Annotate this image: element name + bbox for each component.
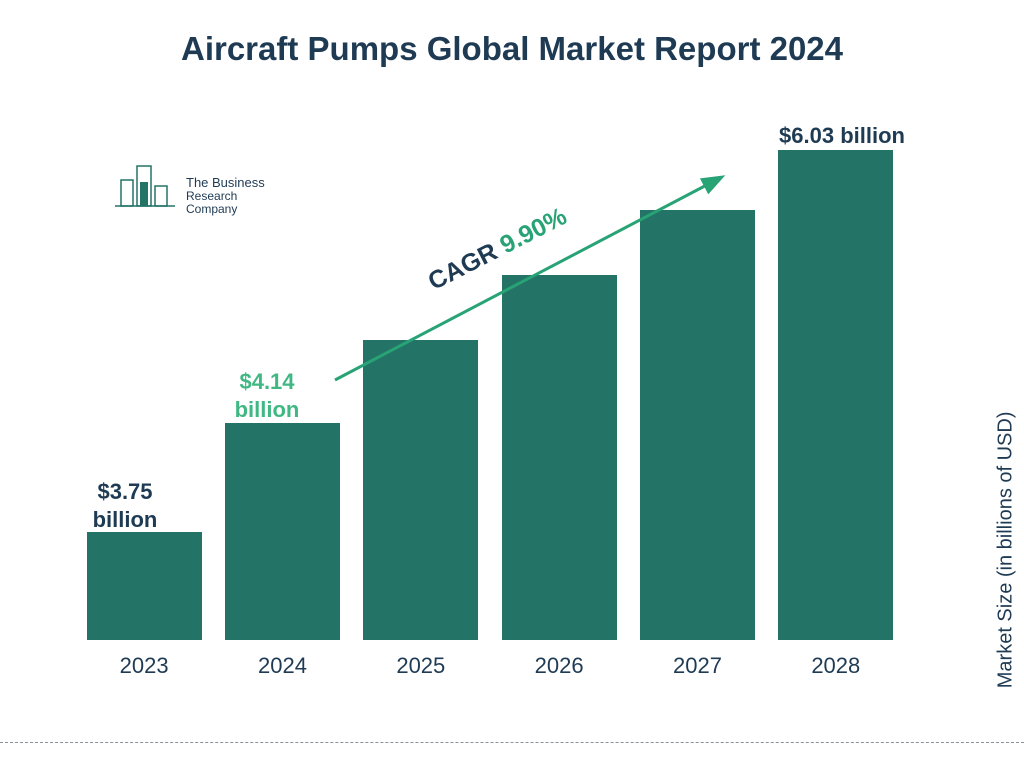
chart-title: Aircraft Pumps Global Market Report 2024	[0, 0, 1024, 68]
y-axis-label: Market Size (in billions of USD)	[995, 412, 1018, 689]
x-label-2023: 2023	[84, 645, 204, 680]
x-label-2024: 2024	[222, 645, 342, 680]
bar-2025	[363, 340, 478, 640]
company-logo: The Business Research Company	[115, 160, 285, 230]
x-label-2026: 2026	[499, 645, 619, 680]
footer-divider	[0, 742, 1024, 743]
logo-icon	[115, 160, 180, 212]
bar-2023	[87, 532, 202, 640]
bar-2026	[502, 275, 617, 640]
value-label-2028: $6.03 billion	[752, 122, 932, 150]
bar-2024	[225, 423, 340, 640]
x-label-2027: 2027	[637, 645, 757, 680]
value-label-2024: $4.14 billion	[222, 368, 312, 423]
bar-2027	[640, 210, 755, 640]
x-label-2028: 2028	[776, 645, 896, 680]
bar-2028	[778, 150, 893, 640]
x-label-2025: 2025	[361, 645, 481, 680]
x-axis-labels: 2023 2024 2025 2026 2027 2028	[75, 645, 905, 680]
value-label-2023: $3.75 billion	[80, 478, 170, 533]
